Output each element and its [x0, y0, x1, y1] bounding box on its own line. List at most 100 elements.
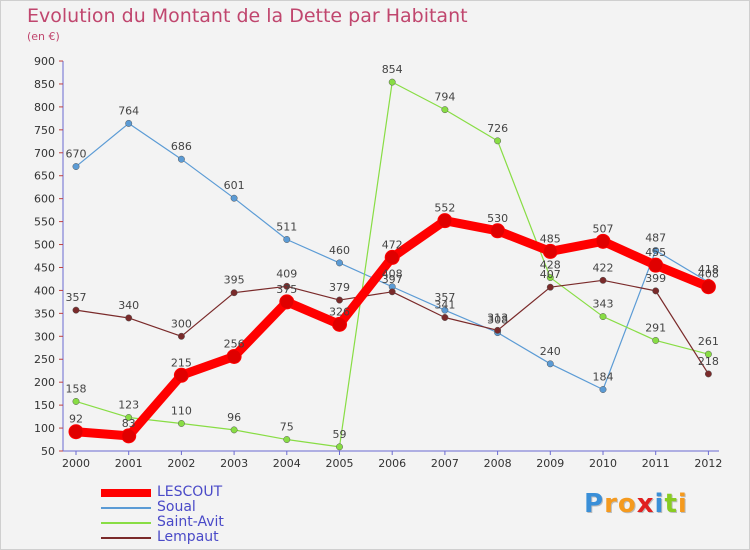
legend-swatch: [101, 489, 151, 497]
data-label-lescout: 455: [645, 246, 666, 259]
x-tick-label: 2002: [167, 457, 195, 470]
data-point-saint-avit: [546, 274, 554, 282]
data-point-lescout: [490, 223, 506, 239]
legend-swatch: [101, 507, 151, 509]
logo-letter: i: [654, 489, 665, 519]
x-tick-label: 2005: [326, 457, 354, 470]
data-label-saint-avit: 428: [540, 259, 561, 272]
data-point-lempaut: [230, 289, 238, 297]
proxiti-logo: Proxiti: [584, 489, 688, 519]
data-point-soual: [72, 163, 80, 170]
data-label-lempaut: 341: [434, 298, 455, 311]
data-label-saint-avit: 59: [333, 428, 347, 441]
chart-legend: LESCOUT Soual Saint-Avit Lempaut: [101, 484, 301, 545]
data-point-lescout: [437, 213, 453, 229]
legend-swatch: [101, 522, 151, 524]
data-label-saint-avit: 75: [280, 421, 294, 434]
x-tick-label: 2003: [220, 457, 248, 470]
data-label-lescout: 326: [329, 305, 350, 318]
data-point-saint-avit: [388, 78, 396, 86]
data-point-lempaut: [704, 370, 712, 378]
data-label-lempaut: 357: [66, 291, 87, 304]
chart-subtitle: (en €): [27, 30, 60, 43]
legend-item-soual: Soual: [101, 499, 301, 515]
data-point-lempaut: [546, 283, 554, 291]
data-label-soual: 601: [224, 179, 245, 192]
logo-letter: o: [617, 489, 637, 519]
data-point-soual: [546, 360, 554, 368]
data-point-soual: [283, 236, 291, 243]
data-label-lescout: 485: [540, 232, 561, 245]
data-point-soual: [230, 194, 238, 202]
y-tick-label: 400: [34, 284, 55, 297]
y-tick-label: 50: [41, 445, 55, 458]
data-point-lempaut: [652, 287, 660, 295]
data-point-saint-avit: [177, 420, 185, 427]
x-tick-label: 2000: [62, 457, 90, 470]
y-tick-label: 550: [34, 216, 55, 229]
legend-label: Soual: [157, 499, 196, 515]
legend-label: Lempaut: [157, 529, 219, 545]
legend-item-lescout: LESCOUT: [101, 484, 301, 500]
x-tick-label: 2011: [642, 457, 670, 470]
y-tick-label: 650: [34, 170, 55, 183]
data-label-soual: 670: [66, 148, 87, 161]
logo-letter: x: [636, 489, 655, 519]
data-label-soual: 308: [487, 314, 508, 327]
data-label-saint-avit: 794: [434, 91, 455, 104]
data-point-saint-avit: [494, 137, 502, 145]
data-label-lescout: 530: [487, 212, 508, 225]
y-tick-label: 450: [34, 261, 55, 274]
data-point-lempaut: [336, 296, 343, 304]
data-label-lempaut: 399: [645, 272, 666, 285]
data-point-saint-avit: [72, 397, 80, 405]
data-point-saint-avit: [336, 443, 343, 451]
data-point-saint-avit: [599, 313, 607, 321]
data-label-lempaut: 300: [171, 317, 192, 330]
data-point-lescout: [173, 367, 189, 383]
legend-label: Saint-Avit: [157, 514, 224, 530]
data-label-lescout: 83: [122, 417, 136, 430]
data-label-lescout: 215: [171, 356, 192, 369]
data-point-saint-avit: [125, 414, 133, 421]
data-label-saint-avit: 343: [593, 298, 614, 311]
chart-title: Evolution du Montant de la Dette par Hab…: [27, 5, 468, 27]
data-point-lescout: [121, 428, 137, 444]
data-point-lescout: [700, 279, 716, 295]
logo-letter: i: [677, 489, 688, 519]
data-label-saint-avit: 158: [66, 382, 87, 395]
data-point-lescout: [226, 348, 242, 364]
data-point-saint-avit: [704, 350, 712, 358]
data-label-lempaut: 407: [540, 268, 561, 281]
data-label-saint-avit: 291: [645, 321, 666, 334]
x-tick-label: 2006: [378, 457, 406, 470]
logo-letter: r: [604, 489, 618, 519]
x-tick-label: 2007: [431, 457, 459, 470]
data-label-soual: 418: [698, 263, 719, 276]
y-tick-label: 300: [34, 330, 55, 343]
data-label-saint-avit: 110: [171, 404, 192, 417]
data-label-lescout: 375: [276, 283, 297, 296]
data-point-soual: [599, 386, 607, 393]
y-tick-label: 100: [34, 422, 55, 435]
x-tick-label: 2012: [694, 457, 722, 470]
legend-item-saint-avit: Saint-Avit: [101, 514, 301, 530]
data-label-soual: 686: [171, 140, 192, 153]
data-label-lescout: 552: [434, 202, 455, 215]
data-point-lempaut: [599, 276, 607, 284]
y-tick-label: 800: [34, 101, 55, 114]
data-point-lempaut: [72, 306, 80, 314]
data-point-lempaut: [441, 314, 449, 321]
data-label-lempaut: 379: [329, 281, 350, 294]
data-label-soual: 408: [382, 268, 403, 281]
data-point-lempaut: [125, 314, 133, 322]
y-tick-label: 700: [34, 147, 55, 160]
data-point-saint-avit: [652, 336, 660, 344]
data-label-lempaut: 422: [593, 261, 614, 274]
y-tick-label: 250: [34, 353, 55, 366]
legend-item-lempaut: Lempaut: [101, 529, 301, 545]
data-label-lempaut: 340: [118, 299, 139, 312]
logo-letter: P: [584, 489, 605, 519]
y-tick-label: 350: [34, 307, 55, 320]
